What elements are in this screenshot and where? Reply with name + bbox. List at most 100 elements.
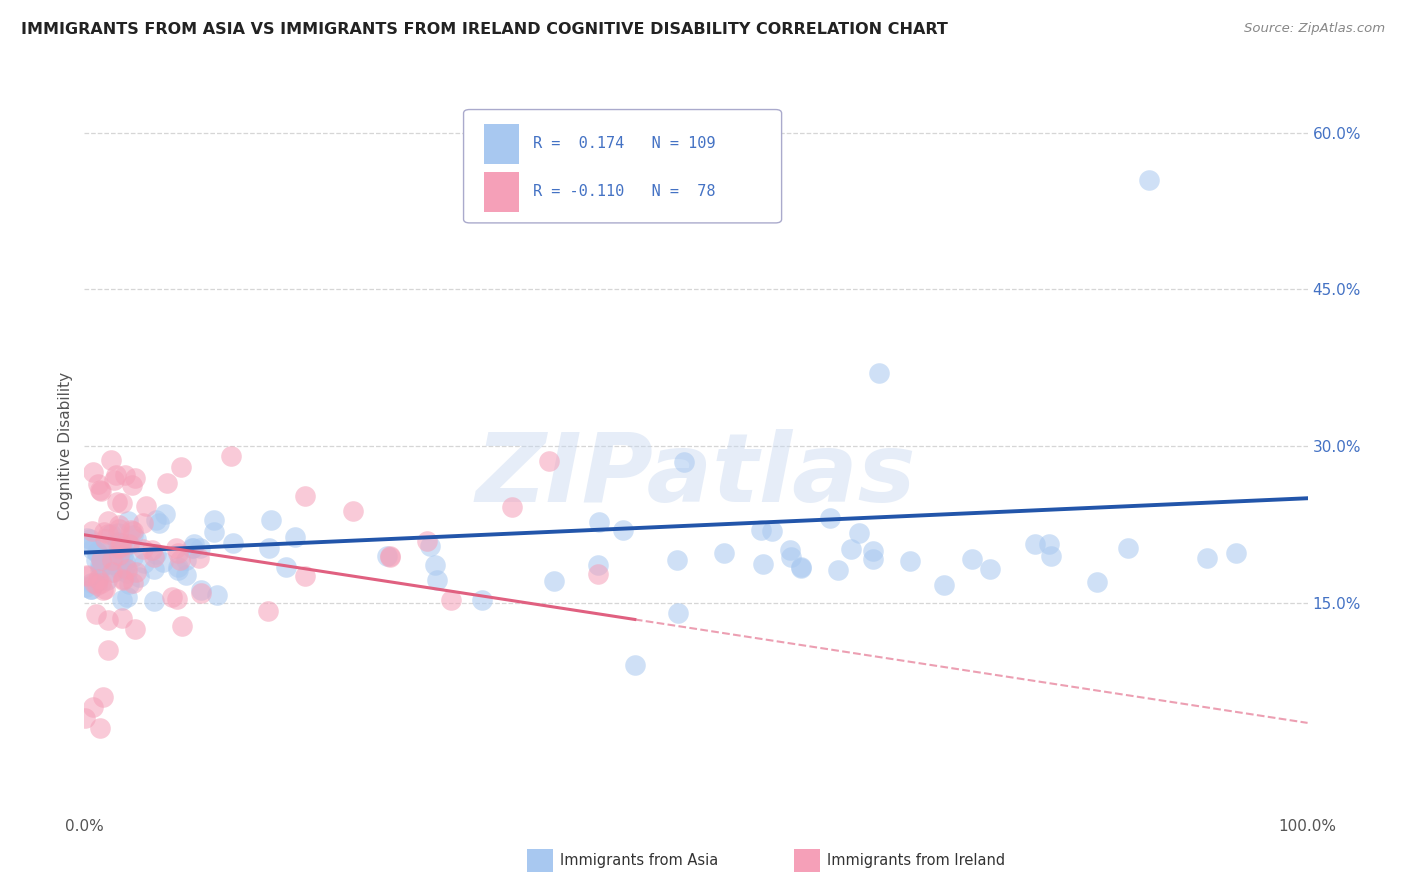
- Point: [111, 573, 134, 587]
- Bar: [484, 124, 519, 164]
- Point: [979, 562, 1001, 576]
- Point: [538, 453, 561, 467]
- Point: [97, 514, 120, 528]
- Point: [190, 582, 212, 597]
- Point: [110, 560, 132, 574]
- Point: [76, 568, 98, 582]
- Point: [80, 582, 103, 597]
- Point: [87, 476, 110, 491]
- Point: [87, 573, 110, 587]
- Point: [145, 513, 167, 527]
- Point: [142, 549, 165, 564]
- Point: [107, 525, 129, 540]
- Point: [380, 550, 402, 565]
- Point: [1137, 172, 1160, 186]
- Point: [114, 560, 136, 574]
- Point: [86, 545, 108, 559]
- Point: [172, 619, 194, 633]
- Point: [342, 504, 364, 518]
- Point: [869, 366, 891, 380]
- Point: [114, 467, 136, 482]
- Point: [115, 590, 138, 604]
- Point: [205, 589, 228, 603]
- Point: [713, 546, 735, 560]
- Point: [91, 555, 114, 569]
- Point: [108, 541, 131, 556]
- Point: [543, 574, 565, 588]
- Y-axis label: Cognitive Disability: Cognitive Disability: [58, 372, 73, 520]
- Point: [111, 610, 134, 624]
- Point: [86, 546, 108, 560]
- Point: [91, 582, 114, 597]
- Point: [82, 465, 104, 479]
- Point: [165, 541, 187, 555]
- Point: [96, 573, 118, 587]
- Point: [82, 700, 104, 714]
- Point: [112, 548, 135, 562]
- Point: [440, 593, 463, 607]
- Point: [257, 541, 280, 555]
- Point: [86, 578, 108, 592]
- Point: [166, 546, 188, 560]
- Point: [128, 570, 150, 584]
- Point: [90, 541, 112, 555]
- Point: [100, 527, 122, 541]
- Point: [100, 453, 122, 467]
- Point: [294, 489, 316, 503]
- Point: [108, 563, 131, 577]
- Point: [152, 555, 174, 569]
- Point: [111, 593, 134, 607]
- Point: [1225, 546, 1247, 560]
- Point: [274, 560, 297, 574]
- Point: [471, 592, 494, 607]
- Point: [86, 553, 108, 567]
- Point: [790, 559, 813, 574]
- Point: [79, 532, 101, 546]
- Point: [181, 541, 204, 555]
- Point: [89, 558, 111, 573]
- Point: [89, 562, 111, 576]
- Point: [87, 574, 110, 588]
- Point: [749, 523, 772, 537]
- Point: [118, 537, 141, 551]
- Point: [156, 475, 179, 490]
- Text: R = -0.110   N =  78: R = -0.110 N = 78: [533, 184, 716, 199]
- Point: [789, 561, 811, 575]
- Point: [80, 542, 103, 557]
- Point: [294, 569, 316, 583]
- FancyBboxPatch shape: [464, 110, 782, 223]
- Point: [135, 499, 157, 513]
- Point: [97, 527, 120, 541]
- Point: [93, 582, 115, 596]
- Point: [839, 542, 862, 557]
- Point: [90, 576, 112, 591]
- Point: [145, 547, 167, 561]
- Point: [75, 580, 97, 594]
- Point: [169, 553, 191, 567]
- Point: [111, 544, 134, 558]
- Point: [588, 515, 610, 529]
- Point: [79, 576, 101, 591]
- Point: [122, 576, 145, 591]
- Point: [761, 524, 783, 538]
- Text: IMMIGRANTS FROM ASIA VS IMMIGRANTS FROM IRELAND COGNITIVE DISABILITY CORRELATION: IMMIGRANTS FROM ASIA VS IMMIGRANTS FROM …: [21, 22, 948, 37]
- Point: [416, 534, 439, 549]
- Point: [779, 543, 801, 558]
- Point: [666, 552, 689, 566]
- Point: [257, 604, 280, 618]
- Point: [827, 563, 849, 577]
- Point: [260, 513, 283, 527]
- Point: [90, 484, 112, 499]
- Point: [848, 525, 870, 540]
- Point: [122, 528, 145, 542]
- Point: [222, 536, 245, 550]
- Point: [108, 522, 131, 536]
- Point: [121, 478, 143, 492]
- Text: Immigrants from Ireland: Immigrants from Ireland: [827, 854, 1005, 868]
- Text: Immigrants from Asia: Immigrants from Asia: [560, 854, 718, 868]
- Point: [120, 523, 142, 537]
- Point: [187, 550, 209, 565]
- Point: [108, 518, 131, 533]
- Point: [202, 513, 225, 527]
- Point: [83, 575, 105, 590]
